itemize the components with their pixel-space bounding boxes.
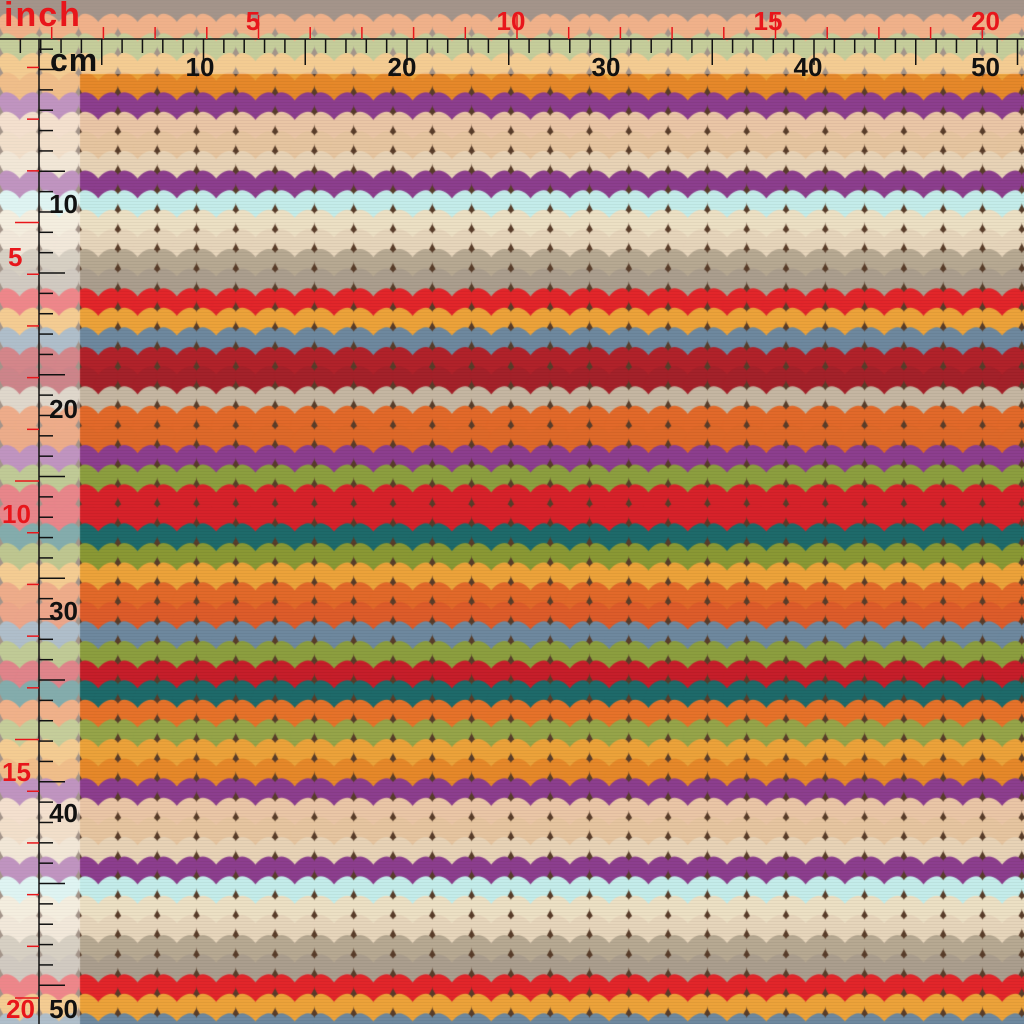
cm-mark-left: 30 [49, 596, 78, 626]
inch-mark-top: 5 [246, 6, 260, 36]
cm-mark-top: 50 [971, 52, 1000, 82]
cm-mark-left: 20 [49, 394, 78, 424]
inch-mark-left: 5 [8, 242, 22, 272]
inch-mark-top: 20 [971, 6, 1000, 36]
inch-mark-top: 10 [497, 6, 526, 36]
inch-mark-left: 10 [2, 499, 31, 529]
inch-mark-left: 20 [6, 994, 35, 1024]
inch-mark-left: 15 [2, 757, 31, 787]
cm-mark-top: 30 [592, 52, 621, 82]
inch-mark-top: 15 [754, 6, 783, 36]
cm-unit-label: cm [50, 42, 99, 78]
cm-mark-top: 10 [186, 52, 215, 82]
cm-mark-top: 40 [794, 52, 823, 82]
cm-mark-left: 40 [49, 798, 78, 828]
cm-mark-left: 10 [49, 189, 78, 219]
cm-mark-left: 50 [49, 994, 78, 1024]
cm-mark-top: 20 [388, 52, 417, 82]
inch-unit-label: inch [4, 0, 82, 34]
